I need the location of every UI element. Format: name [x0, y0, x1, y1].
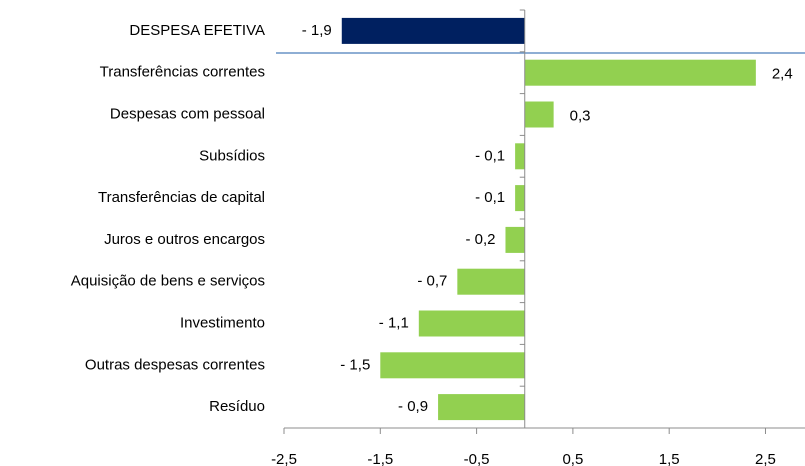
category-label: Juros e outros encargos [104, 231, 265, 248]
category-label: Transferências de capital [98, 189, 265, 206]
value-label: - 1,1 [379, 314, 409, 331]
value-label: - 0,1 [475, 147, 505, 164]
bar [341, 17, 525, 44]
x-tick-label: -2,5 [271, 451, 297, 466]
value-label: - 0,7 [417, 273, 447, 290]
bar [380, 352, 525, 379]
value-label: 2,4 [772, 66, 793, 83]
value-label: - 0,1 [475, 189, 505, 206]
x-tick-label: -0,5 [464, 451, 490, 466]
bar [505, 226, 525, 253]
category-label: DESPESA EFETIVA [129, 22, 265, 39]
bar [524, 59, 756, 86]
value-label: 0,3 [570, 107, 591, 124]
bar [515, 185, 525, 212]
category-label: Aquisição de bens e serviços [71, 273, 265, 290]
category-label: Outras despesas correntes [85, 356, 265, 373]
value-label: - 0,9 [398, 398, 428, 415]
x-tick-label: -1,5 [367, 451, 393, 466]
category-label: Investimento [180, 314, 265, 331]
category-label: Resíduo [209, 398, 265, 415]
value-label: - 1,9 [302, 22, 332, 39]
x-tick-label: 1,5 [659, 451, 680, 466]
category-label: Subsídios [199, 147, 265, 164]
value-label: - 1,5 [340, 356, 370, 373]
bar [524, 101, 554, 128]
category-label: Transferências correntes [100, 64, 265, 81]
bar [457, 268, 525, 295]
category-label: Despesas com pessoal [110, 105, 265, 122]
value-label: - 0,2 [465, 231, 495, 248]
x-tick-label: 2,5 [755, 451, 776, 466]
bar [515, 143, 525, 170]
bar [418, 310, 525, 337]
bar [438, 394, 525, 421]
x-tick-label: 0,5 [562, 451, 583, 466]
